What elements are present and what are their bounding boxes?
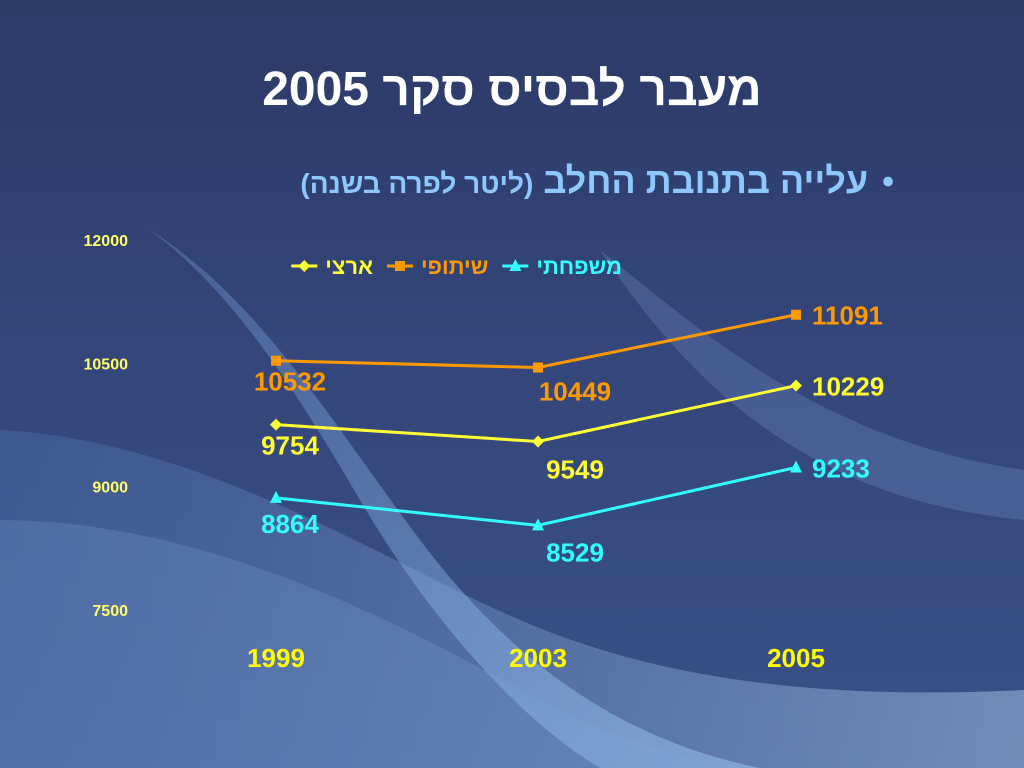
- y-tick-label: 12000: [84, 233, 129, 250]
- series-line: [275, 313, 797, 370]
- legend-entry-label: שיתופי: [421, 254, 488, 279]
- data-label: 11091: [812, 301, 883, 331]
- series-line: [275, 384, 797, 444]
- legend-marker: [298, 260, 311, 272]
- slide-title: מעבר לבסיס סקר 2005: [262, 63, 762, 116]
- series-line: [275, 466, 797, 527]
- y-tick-label: 9000: [92, 480, 128, 497]
- x-tick-label: 2003: [509, 643, 567, 673]
- data-point-marker: [270, 418, 282, 431]
- data-point-marker: [270, 490, 282, 503]
- legend-marker: [509, 259, 522, 271]
- data-point-marker: [532, 435, 544, 448]
- y-tick-label: 7500: [92, 603, 128, 620]
- data-point-marker: [271, 355, 281, 366]
- y-tick-label: 10500: [84, 356, 129, 373]
- data-point-marker: [791, 309, 801, 320]
- data-label: 9754: [261, 431, 319, 461]
- bullet-sub-text: (ליטר לפרה בשנה): [300, 168, 534, 199]
- x-tick-label: 1999: [247, 643, 305, 673]
- data-label: 8864: [261, 509, 319, 539]
- data-point-marker: [532, 518, 544, 531]
- data-label: 10449: [539, 377, 611, 407]
- data-label: 8529: [546, 537, 604, 567]
- data-label: 9549: [546, 455, 604, 485]
- bullet-main-text: עלייה בתנובת החלב: [543, 160, 869, 201]
- bullet-dot: •: [882, 163, 894, 201]
- data-point-marker: [533, 362, 543, 373]
- data-label: 10532: [254, 367, 326, 397]
- data-label: 10229: [812, 372, 884, 402]
- legend-entry-label: משפחתי: [536, 254, 622, 279]
- legend-entry-label: ארצי: [325, 254, 373, 279]
- data-point-marker: [790, 379, 802, 392]
- legend-marker: [395, 261, 406, 271]
- x-tick-label: 2005: [767, 643, 825, 673]
- data-label: 9233: [812, 454, 870, 484]
- bullet-line: • עלייה בתנובת החלב (ליטר לפרה בשנה): [300, 160, 894, 202]
- data-point-marker: [790, 460, 802, 473]
